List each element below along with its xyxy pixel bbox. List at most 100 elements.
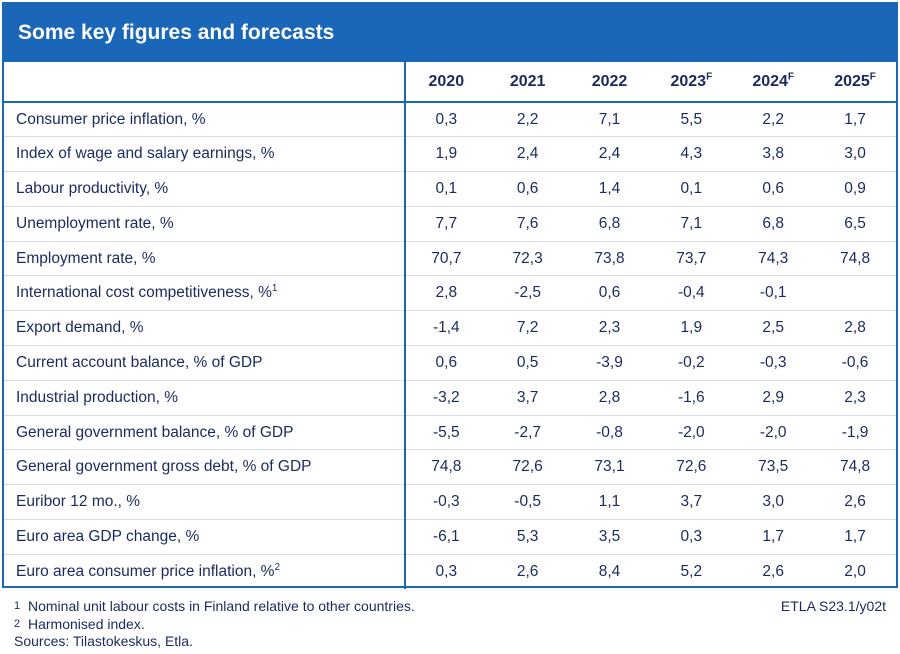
value-cell: 74,8: [814, 241, 896, 277]
column-year: 2024: [752, 72, 788, 90]
value-cell: 3,0: [814, 136, 896, 173]
value-cell: 6,8: [732, 206, 815, 242]
table-row: Unemployment rate, % 7,7 7,6 6,8 7,1 6,8 6,5: [4, 206, 896, 242]
value-cell: 2,0: [844, 563, 866, 580]
row-label-cell: Euro area GDP change, %: [4, 519, 406, 555]
row-label: Euribor 12 mo., %: [16, 493, 141, 511]
value-cell: 1,7: [732, 519, 815, 555]
value-cell: 73,8: [568, 241, 651, 277]
footnote-1-text: Nominal unit labour costs in Finland rel…: [28, 598, 415, 614]
row-label: Current account balance, % of GDP: [16, 353, 263, 371]
row-label-cell: Euro area consumer price inflation, %2: [4, 554, 406, 590]
header-label-cell: [4, 62, 406, 103]
value-cell: 8,4: [598, 563, 621, 580]
row-label-cell: International cost competitiveness, %1: [4, 275, 406, 312]
value-cell: 3,7: [486, 380, 569, 416]
column-year: 2022: [591, 72, 628, 90]
row-label: General government balance, % of GDP: [16, 423, 294, 441]
value-cell: -3,9: [568, 345, 651, 381]
value-cell: -0,3: [404, 484, 487, 521]
value-cell: 0,9: [814, 171, 896, 207]
row-label: International cost competitiveness, %: [16, 284, 272, 302]
footnote-ref: 1: [271, 283, 278, 295]
value-cell: 2,5: [732, 310, 815, 347]
footnote-ref: 2: [274, 561, 281, 573]
row-label: Index of wage and salary earnings, %: [16, 145, 275, 163]
value-cell: 7,1: [568, 102, 651, 138]
sources-text: Sources: Tilastokeskus, Etla.: [14, 633, 193, 649]
value-cell: -1,6: [650, 380, 733, 416]
footnote-2-text: Harmonised index.: [28, 615, 145, 632]
row-label-cell: Current account balance, % of GDP: [4, 345, 406, 381]
table-row: Euro area consumer price inflation, %2 0,…: [4, 554, 896, 590]
row-label: Industrial production, %: [16, 388, 178, 406]
table-title: Some key figures and forecasts: [4, 4, 896, 62]
footnote-1: 1 Nominal unit labour costs in Finland re…: [14, 598, 886, 616]
value-cell: 1,9: [650, 310, 733, 347]
table-row: Euro area GDP change, % -6,1 5,3 3,5 0,3 1,7 1…: [4, 519, 896, 555]
column-header: 2023F: [650, 62, 733, 103]
value-cell: 1,1: [568, 484, 651, 521]
value-cell: 5,3: [486, 519, 569, 555]
value-cell: 73,5: [732, 449, 815, 486]
row-label-cell: Unemployment rate, %: [4, 206, 406, 242]
row-label: General government gross debt, % of GDP: [16, 458, 312, 476]
value-cell: 0,6: [568, 275, 651, 312]
value-cell: 0,1: [404, 171, 487, 207]
value-cell: 2,2: [732, 102, 815, 138]
footnote-1-mark: 1: [14, 600, 21, 612]
table-row: Labour productivity, % 0,1 0,6 1,4 0,1 0,6 0,9: [4, 171, 896, 207]
value-cell: 7,6: [486, 206, 569, 242]
value-cell: 2,8: [404, 275, 487, 312]
table-row: Euribor 12 mo., % -0,3 -0,5 1,1 3,7 3,0 2,6: [4, 484, 896, 521]
row-label: Consumer price inflation, %: [16, 110, 206, 128]
value-cell: 0,1: [650, 171, 733, 207]
table-row: Current account balance, % of GDP 0,6 0,5-…: [4, 345, 896, 381]
value-cell: 2,6: [762, 563, 784, 580]
table-row: Industrial production, % -3,2 3,7 2,8 -1,6 2,…: [4, 380, 896, 416]
value-cell: 73,1: [568, 449, 651, 486]
value-cell: 1,7: [814, 519, 896, 555]
source-id: ETLA S23.1/y02t: [780, 598, 886, 614]
table-frame: Some key figures and forecasts 2020 2021 2…: [2, 2, 898, 590]
value-cell: -0,2: [650, 345, 733, 381]
value-cell: 2,6: [814, 484, 896, 521]
value-cell: 2,8: [568, 380, 651, 416]
value-cell: -5,5: [404, 415, 487, 451]
column-year: 2021: [509, 72, 546, 90]
value-cell: -0,6: [814, 345, 896, 381]
row-label-cell: Industrial production, %: [4, 380, 406, 416]
value-cell: 0,3: [435, 563, 458, 580]
value-cell: 2,8: [814, 310, 896, 347]
row-label-cell: Index of wage and salary earnings, %: [4, 136, 406, 173]
table-row: General government balance, % of GDP -5,5…: [4, 415, 896, 451]
key-figures-table: 2020 2021 2022 2023F 2024F 2025F Consumer pri…: [4, 62, 896, 590]
value-cell: 70,7: [404, 241, 487, 277]
value-cell: -2,0: [650, 415, 733, 451]
table-row: General government gross debt, % of GDP 7…: [4, 449, 896, 486]
value-cell: 7,2: [486, 310, 569, 347]
value-cell: -2,0: [732, 415, 815, 451]
value-cell: 2,3: [568, 310, 651, 347]
table-row: Consumer price inflation, % 0,3 2,2 7,1 5,5 2…: [4, 102, 896, 138]
forecast-mark: F: [787, 71, 795, 83]
row-label: Euro area GDP change, %: [16, 527, 200, 545]
row-label: Employment rate, %: [16, 249, 156, 267]
value-cell: 6,5: [814, 206, 896, 242]
value-cell: 3,5: [568, 519, 651, 555]
value-cell: 2,2: [486, 102, 569, 138]
value-cell: 1,9: [404, 136, 487, 173]
row-label-cell: Euribor 12 mo., %: [4, 484, 406, 521]
value-cell: 7,1: [650, 206, 733, 242]
value-cell: 2,4: [568, 136, 651, 173]
row-label: Labour productivity, %: [16, 179, 169, 197]
row-label-cell: General government balance, % of GDP: [4, 415, 406, 451]
value-cell: -3,2: [404, 380, 487, 416]
header-row: 2020 2021 2022 2023F 2024F 2025F: [4, 62, 896, 103]
table-row: Employment rate, % 70,7 72,3 73,8 73,7 74,3 74…: [4, 241, 896, 277]
value-cell: 73,7: [650, 241, 733, 277]
value-cell: 3,0: [732, 484, 815, 521]
value-cell: -1,9: [814, 415, 896, 451]
row-label-cell: Employment rate, %: [4, 241, 406, 277]
value-cell: 3,7: [650, 484, 733, 521]
